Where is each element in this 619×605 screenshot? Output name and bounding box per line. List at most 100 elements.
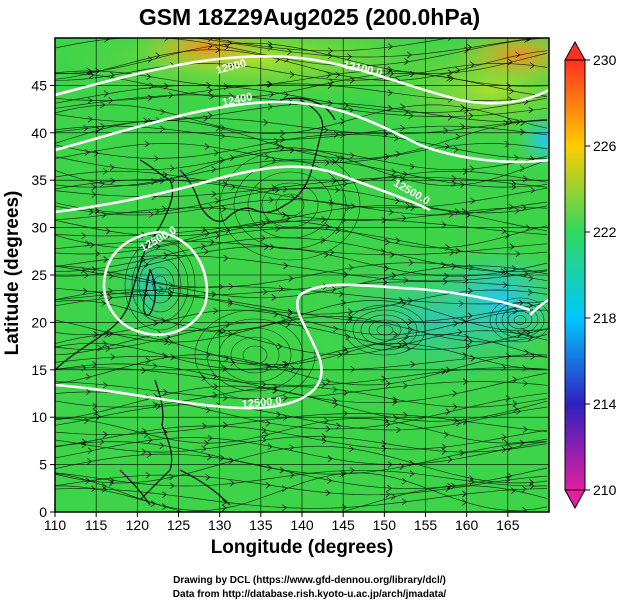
streamline-arrow <box>87 97 93 104</box>
streamline-arrow <box>287 48 292 56</box>
streamline-arrow <box>505 352 511 360</box>
streamline-arrow <box>327 455 333 462</box>
y-axis-label: Latitude (degrees) <box>2 190 23 356</box>
streamline-arrow <box>445 366 451 374</box>
chart-title: GSM 18Z29Aug2025 (200.0hPa) <box>138 4 481 30</box>
y-tick-label: 40 <box>31 125 47 141</box>
x-tick-label: 155 <box>414 517 438 533</box>
colorbar-tick-label: 214 <box>593 396 617 412</box>
streamline-arrow <box>98 291 104 299</box>
streamline-arrow <box>273 137 279 145</box>
streamline-arrow <box>321 216 327 223</box>
y-tick-label: 15 <box>31 362 47 378</box>
streamline-arrow <box>271 184 277 192</box>
streamline-arrow <box>333 401 339 408</box>
streamline <box>55 104 548 135</box>
vortex-streamline <box>513 315 527 325</box>
streamline-arrow <box>265 419 271 427</box>
y-tick-label: 45 <box>31 77 47 93</box>
streamline-arrow <box>212 391 218 399</box>
colorbar: 210 214 218 222 226 230 <box>564 40 617 510</box>
streamline-arrow <box>345 204 351 211</box>
credit-dcl: Drawing by DCL (https://www.gfd-dennou.o… <box>173 575 446 586</box>
streamline-arrow <box>336 422 341 430</box>
streamline-arrow <box>398 296 404 304</box>
streamline-arrow <box>207 42 213 50</box>
streamline-arrow <box>332 397 338 404</box>
streamline-arrow <box>281 211 287 219</box>
streamline-arrow <box>525 329 531 337</box>
streamline-arrow <box>264 153 270 161</box>
streamline-arrow <box>456 419 461 427</box>
streamline <box>55 220 548 249</box>
streamline-arrow <box>287 308 293 316</box>
streamline-arrow <box>230 183 236 191</box>
streamline <box>55 205 548 237</box>
y-tick-label: 30 <box>31 220 47 236</box>
streamline <box>55 133 548 159</box>
streamline-arrow <box>144 261 149 268</box>
streamline-arrow <box>453 146 459 153</box>
streamline-arrow <box>343 410 348 417</box>
streamline-arrow <box>215 232 221 239</box>
streamline-arrow <box>153 155 159 162</box>
x-tick-label: 110 <box>44 517 67 533</box>
vortex-streamline <box>131 248 189 322</box>
streamline-arrow <box>348 264 354 271</box>
x-tick-label: 160 <box>455 517 479 533</box>
streamline-arrow <box>402 498 407 506</box>
streamline-arrow <box>321 433 327 441</box>
streamline-arrow <box>511 183 517 191</box>
streamline-arrow <box>327 99 333 107</box>
y-axis-ticks: 0 5 10 15 20 25 30 35 40 45 <box>31 77 55 520</box>
streamline-arrow <box>331 285 337 293</box>
streamline-arrow <box>465 211 471 219</box>
streamline-arrow <box>107 287 113 295</box>
streamline-arrow <box>288 275 294 282</box>
vortex-streamline <box>124 239 196 331</box>
streamline-arrow <box>507 472 512 480</box>
streamline <box>55 488 548 509</box>
streamline-arrow <box>455 247 461 255</box>
vortex-streamline <box>352 309 418 351</box>
streamline-arrow <box>403 411 408 419</box>
streamline-arrow <box>204 248 209 255</box>
streamline-arrow <box>201 445 207 453</box>
streamline <box>55 38 451 52</box>
streamline-arrow <box>332 386 338 393</box>
streamline-arrow <box>267 40 273 48</box>
streamline-arrow <box>452 390 458 397</box>
streamline-arrow <box>462 168 468 175</box>
streamline-arrow <box>448 211 454 218</box>
streamline-arrow <box>451 180 457 187</box>
streamline-arrow <box>261 220 267 227</box>
streamline-arrow <box>441 368 447 375</box>
streamline-arrow <box>86 67 92 75</box>
streamline-arrow <box>513 154 519 162</box>
streamline-arrow <box>515 51 521 59</box>
streamline-arrow <box>457 328 463 336</box>
colorbar-tick-label: 218 <box>593 310 617 326</box>
streamline-arrow <box>285 320 291 328</box>
streamline-arrow <box>282 504 287 511</box>
streamline-arrow <box>105 227 111 235</box>
x-tick-label: 125 <box>167 517 191 533</box>
streamline-arrow <box>401 214 407 222</box>
streamline-arrow <box>393 414 399 422</box>
streamline-arrow <box>529 479 534 486</box>
streamline-arrow <box>209 93 215 100</box>
streamline-arrow <box>205 351 211 359</box>
streamline-arrow <box>208 203 214 211</box>
streamline-arrow <box>402 382 408 389</box>
streamline-arrow <box>523 426 528 433</box>
streamline-arrow <box>501 446 507 453</box>
streamline-arrow <box>164 338 170 346</box>
y-tick-label: 5 <box>39 457 47 473</box>
streamline-arrow <box>88 208 94 216</box>
streamline-arrow <box>267 464 272 472</box>
streamline-arrow <box>349 445 354 453</box>
streamline-arrow <box>148 26 152 32</box>
streamline <box>55 265 548 299</box>
streamline-arrow <box>223 254 229 262</box>
streamline-arrow <box>464 46 470 54</box>
